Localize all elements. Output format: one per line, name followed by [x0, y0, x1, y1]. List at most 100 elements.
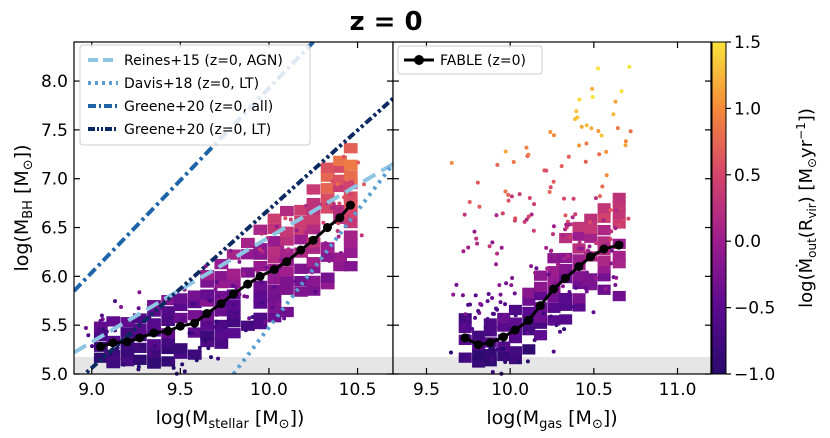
heatmap-cell — [280, 306, 294, 318]
scatter-point — [613, 283, 618, 288]
scatter-point — [280, 245, 285, 250]
scatter-point — [463, 312, 468, 317]
heatmap-cell — [333, 252, 347, 263]
scatter-point — [346, 214, 351, 219]
heatmap-cell — [294, 286, 308, 297]
scatter-point — [206, 346, 211, 351]
scatter-point — [96, 327, 101, 332]
scatter-point — [580, 246, 585, 251]
scatter-point — [609, 229, 614, 234]
scatter-point — [549, 321, 554, 326]
scatter-point — [611, 112, 616, 117]
heatmap-cell — [226, 317, 241, 328]
scatter-point — [460, 293, 465, 298]
scatter-point — [329, 205, 334, 210]
scatter-point — [522, 219, 527, 224]
scatter-point — [608, 237, 613, 242]
scatter-point — [486, 291, 491, 296]
scatter-point — [459, 353, 464, 358]
scatter-point — [459, 358, 464, 363]
fable-median-point — [335, 213, 345, 223]
heatmap-cell — [597, 255, 611, 267]
scatter-point — [276, 301, 281, 306]
scatter-point — [491, 346, 496, 351]
heatmap-cell — [306, 214, 321, 225]
fable-median-point — [296, 245, 306, 255]
scatter-point — [303, 203, 308, 208]
scatter-point — [171, 365, 176, 370]
left-panel: 9.0 9.5 10.0 10.5 5.0 5.5 6.0 6.5 7.0 7.5 8.0 Rein… — [11, 41, 394, 432]
fable-median-point — [190, 318, 200, 328]
heatmap-cell — [497, 312, 511, 324]
scatter-point — [485, 299, 490, 304]
scatter-point — [473, 315, 478, 320]
scatter-point — [566, 154, 571, 159]
heatmap-cell — [280, 276, 294, 287]
heatmap-cell — [226, 328, 241, 339]
right-fable-median — [460, 240, 624, 350]
scatter-point — [121, 362, 126, 367]
scatter-point — [181, 316, 186, 321]
fable-median-point — [282, 257, 292, 267]
scatter-point — [549, 248, 554, 253]
scatter-point — [577, 240, 582, 245]
heatmap-cell — [333, 162, 347, 173]
heatmap-cell — [226, 308, 241, 319]
scatter-point — [104, 350, 109, 355]
scatter-point — [308, 190, 313, 195]
scatter-point — [498, 313, 503, 318]
scatter-point — [332, 254, 337, 259]
scatter-point — [137, 317, 142, 322]
heatmap-cell — [294, 263, 308, 274]
heatmap-cell — [584, 223, 598, 234]
colorbar-gradient — [711, 41, 727, 375]
scatter-point — [213, 325, 218, 330]
scatter-point — [272, 285, 277, 290]
scatter-point — [506, 198, 511, 203]
heatmap-cell — [534, 318, 548, 329]
heatmap-cell — [267, 223, 282, 234]
heatmap-cell — [612, 200, 626, 211]
scatter-point — [207, 320, 212, 325]
heatmap-cell — [508, 346, 522, 357]
heatmap-cell — [572, 271, 586, 282]
scatter-point — [187, 331, 192, 336]
scatter-point — [315, 247, 320, 252]
heatmap-cell — [333, 204, 347, 216]
heatmap-cell — [320, 183, 335, 194]
scatter-point — [229, 254, 234, 259]
fable-median-point — [163, 326, 173, 336]
scatter-point — [491, 311, 496, 316]
scatter-point — [252, 249, 257, 254]
fable-median-point — [243, 279, 253, 289]
scatter-point — [462, 212, 467, 217]
x-tick-label: 10.0 — [491, 380, 529, 400]
scatter-point — [475, 241, 480, 246]
scatter-point — [247, 316, 252, 321]
heatmap-cell — [187, 297, 202, 309]
scatter-point — [90, 344, 95, 349]
scatter-point — [461, 323, 466, 328]
scatter-point — [548, 314, 553, 319]
scatter-point — [552, 280, 557, 285]
heatmap-cell — [483, 326, 497, 337]
legend-greene-lt: Greene+20 (z=0, LT) — [124, 122, 271, 138]
scatter-point — [230, 283, 235, 288]
scatter-point — [600, 184, 605, 189]
left-fable-median — [96, 200, 355, 352]
scatter-point — [608, 208, 613, 213]
scatter-point — [517, 359, 522, 364]
colorbar-tick-label: 0.0 — [734, 232, 761, 252]
heatmap-cell — [534, 330, 548, 341]
scatter-point — [213, 287, 218, 292]
scatter-point — [589, 126, 594, 131]
heatmap-cell — [572, 230, 586, 241]
scatter-point — [560, 284, 565, 289]
heatmap-cell — [559, 264, 573, 275]
heatmap-cell — [241, 320, 255, 331]
heatmap-cell — [306, 197, 321, 209]
y-tick-label: 6.0 — [41, 267, 68, 287]
scatter-point — [558, 329, 563, 334]
scatter-point — [485, 332, 490, 337]
scatter-point — [488, 347, 493, 352]
